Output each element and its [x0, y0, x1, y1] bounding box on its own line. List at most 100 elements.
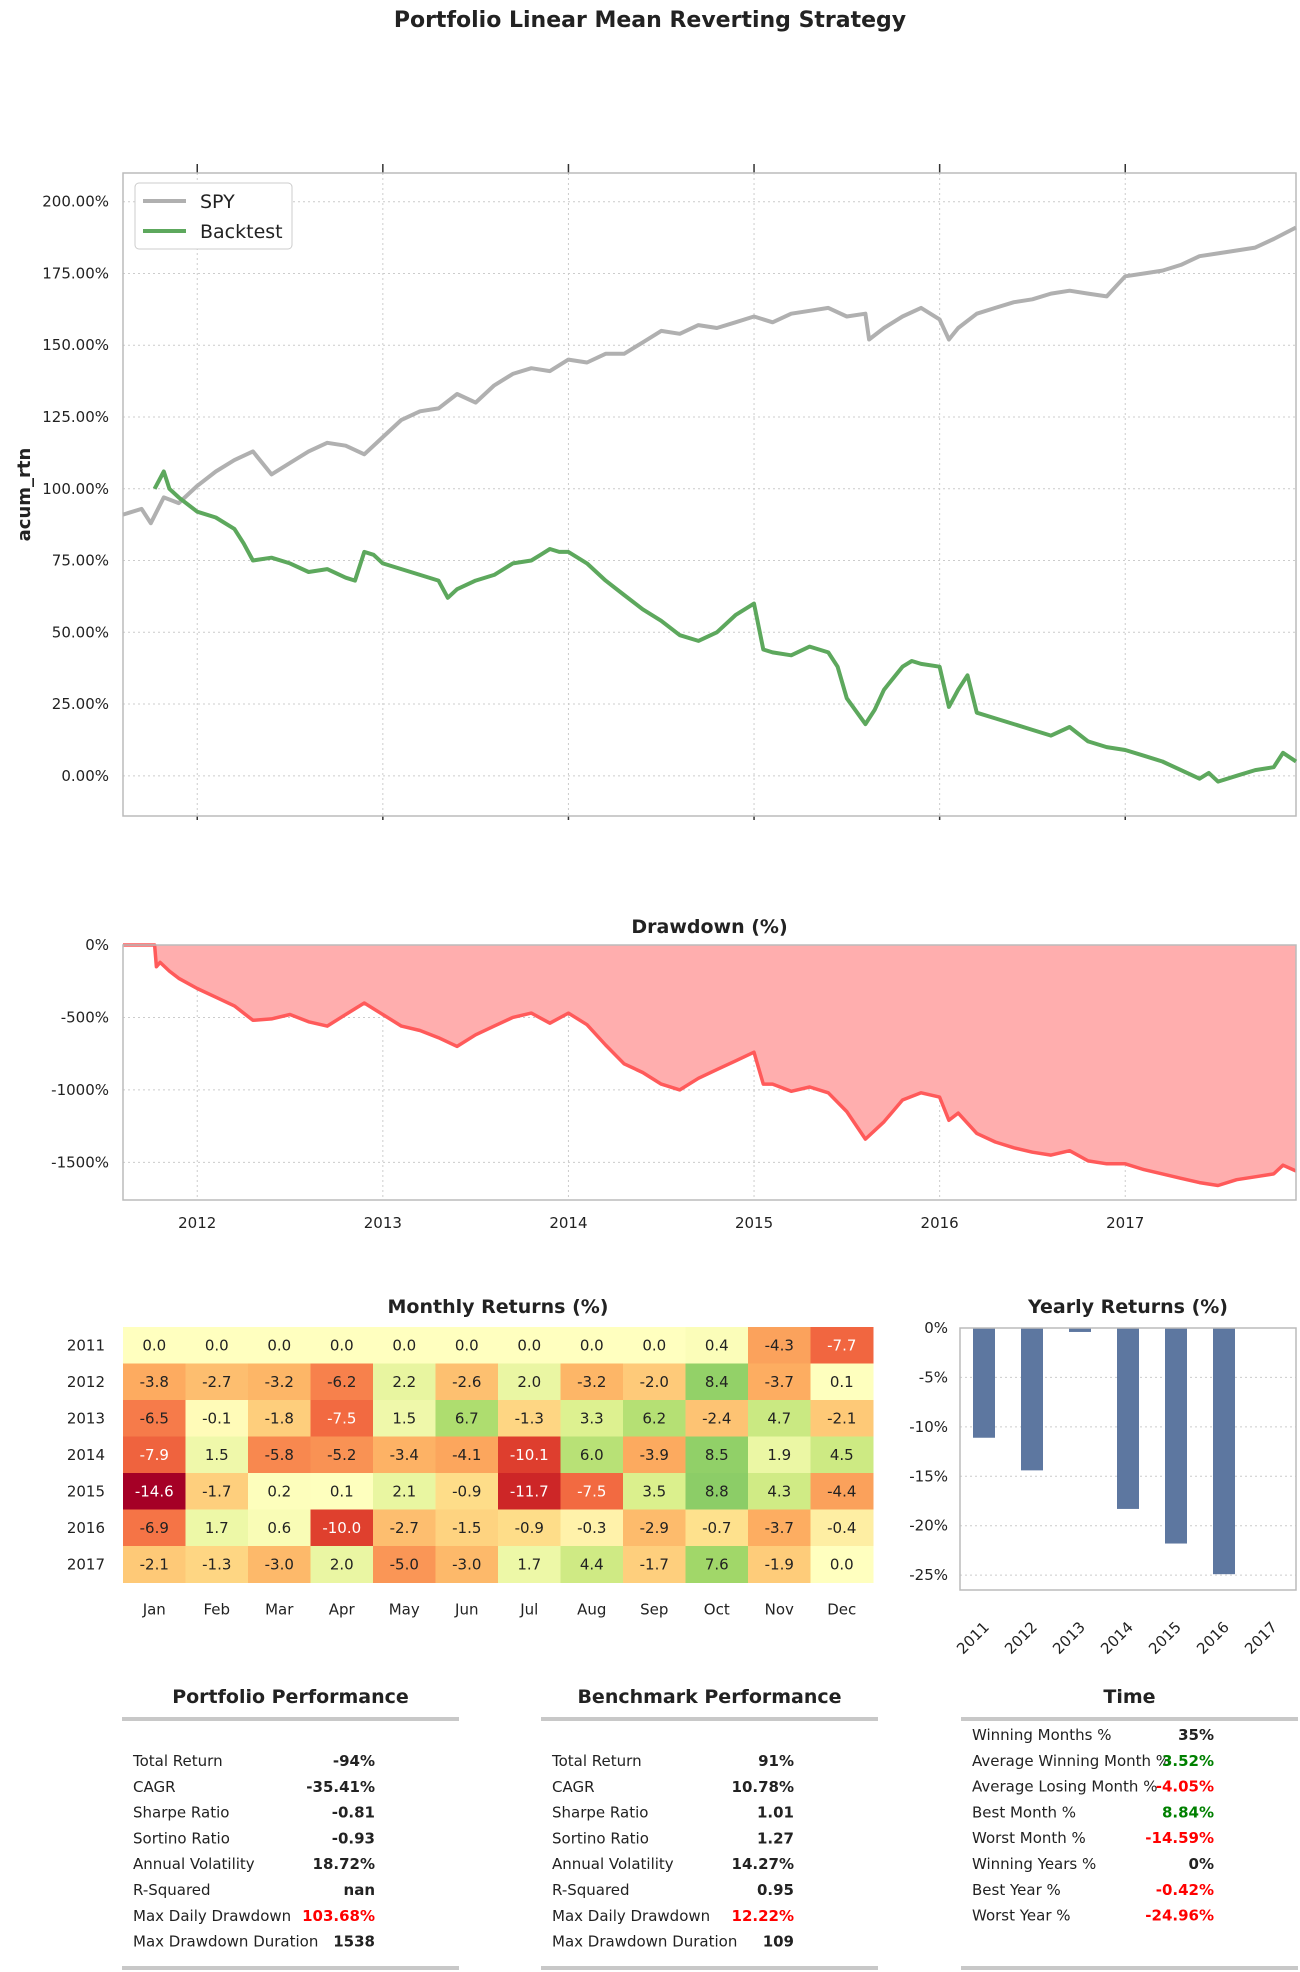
- heatmap-cell-label: 0.0: [455, 1336, 479, 1354]
- heatmap-cell-label: -1.3: [515, 1409, 544, 1427]
- heatmap-cell: [310, 1363, 374, 1401]
- heatmap-cell-label: -4.4: [827, 1482, 856, 1500]
- metric-label: R-Squared: [552, 1881, 630, 1899]
- heatmap-cell: [560, 1363, 624, 1401]
- x-tick-label: 2014: [1097, 1618, 1137, 1658]
- heatmap-cell: [498, 1473, 561, 1510]
- heatmap-cell-label: 1.5: [205, 1446, 229, 1464]
- column-label: Mar: [265, 1601, 294, 1619]
- x-tick-label: 2012: [178, 1214, 216, 1232]
- heatmap-cell: [560, 1546, 624, 1583]
- heatmap-cell: [623, 1436, 686, 1474]
- table-title: Time: [1103, 1686, 1155, 1708]
- heatmap-cell-label: -2.6: [452, 1373, 481, 1391]
- heatmap-cell-label: 2.1: [392, 1482, 416, 1500]
- heatmap-cell-label: -4.3: [765, 1336, 794, 1354]
- metric-label: Winning Years %: [972, 1855, 1096, 1873]
- heatmap-cell-label: -3.7: [765, 1373, 794, 1391]
- heatmap-cell: [435, 1509, 499, 1547]
- heatmap-cell: [123, 1509, 186, 1547]
- metric-label: Best Month %: [972, 1803, 1076, 1821]
- heatmap-cell-label: 3.3: [580, 1409, 604, 1427]
- x-tick-label: 2017: [1241, 1618, 1281, 1658]
- metric-label: Sortino Ratio: [552, 1829, 649, 1847]
- heatmap-cell-label: 0.1: [330, 1482, 354, 1500]
- heatmap-cell: [373, 1546, 436, 1583]
- heatmap-cell-label: 1.7: [517, 1555, 541, 1573]
- heatmap-cell: [373, 1363, 436, 1401]
- heatmap-cell: [185, 1436, 249, 1474]
- heatmap-cell-label: 7.6: [705, 1555, 729, 1573]
- column-label: Jan: [142, 1601, 166, 1619]
- metric-value: 1.01: [757, 1804, 794, 1822]
- y-tick-label: 125.00%: [42, 408, 109, 426]
- column-label: Oct: [704, 1601, 730, 1619]
- metric-value: 109: [763, 1933, 794, 1951]
- heatmap-cell-label: -3.0: [452, 1555, 481, 1573]
- y-tick-label: -10%: [909, 1418, 948, 1436]
- heatmap-cell-label: -4.1: [452, 1446, 481, 1464]
- metric-value: nan: [344, 1881, 375, 1899]
- metric-label: Best Year %: [972, 1881, 1061, 1899]
- heatmap-cell-label: 0.6: [267, 1519, 291, 1537]
- heatmap-cell: [748, 1400, 811, 1437]
- heatmap-cell: [810, 1509, 874, 1547]
- yearly-returns-chart: Yearly Returns (%) 0% -5% -10% -15% -20% -25% 2…: [909, 1296, 1297, 1658]
- metric-value: 1538: [333, 1933, 375, 1951]
- heatmap-cell-label: -1.7: [640, 1555, 669, 1573]
- heatmap-cell: [685, 1546, 749, 1583]
- heatmap-cell: [623, 1327, 686, 1364]
- y-tick-label: 0.00%: [61, 767, 109, 785]
- heatmap-cell-label: -0.4: [827, 1519, 856, 1537]
- metric-value: -35.41%: [306, 1778, 375, 1796]
- heatmap-cell: [748, 1436, 811, 1474]
- heatmap-cell-label: 1.9: [767, 1446, 791, 1464]
- heatmap-cell: [623, 1363, 686, 1401]
- heatmap-cell-label: 8.5: [705, 1446, 729, 1464]
- heatmap-cell-label: 0.0: [205, 1336, 229, 1354]
- heatmap-cell: [248, 1473, 311, 1510]
- x-tick-label: 2015: [735, 1214, 773, 1232]
- metric-value: -0.93: [332, 1829, 375, 1847]
- heatmap-cell-label: 0.0: [267, 1336, 291, 1354]
- heatmap-cell-label: -3.2: [265, 1373, 294, 1391]
- y-tick-label: 175.00%: [42, 264, 109, 282]
- heatmap-cell-label: 2.0: [330, 1555, 354, 1573]
- heatmap-cell: [685, 1473, 749, 1510]
- plot-frame: [959, 1327, 1297, 1591]
- heatmap-cell: [310, 1473, 374, 1510]
- monthly-returns-heatmap: Monthly Returns (%) 2011 0.0 0.0 0.0 0.0 0.0 0.…: [67, 1296, 874, 1619]
- metric-value: 10.78%: [732, 1778, 794, 1796]
- heatmap-cell-label: 0.0: [330, 1336, 354, 1354]
- drawdown-chart: Drawdown (%) 0% -500% -1000% -1500% 2012 2013 2…: [51, 916, 1297, 1232]
- heatmap-cell: [748, 1546, 811, 1583]
- heatmap-cell: [748, 1509, 811, 1547]
- heatmap-cell-label: -3.9: [640, 1446, 669, 1464]
- heatmap-cell-label: -2.4: [702, 1409, 731, 1427]
- metric-label: Annual Volatility: [552, 1855, 674, 1873]
- metric-value: 103.68%: [302, 1907, 375, 1925]
- heatmap-cell-label: -2.7: [390, 1519, 419, 1537]
- metric-value: 14.27%: [732, 1855, 794, 1873]
- heatmap-cell: [810, 1436, 874, 1474]
- heatmap-cell: [435, 1473, 499, 1510]
- metric-value: -0.42%: [1156, 1881, 1214, 1899]
- heatmap-cell-label: -1.8: [265, 1409, 294, 1427]
- metric-value: 0%: [1189, 1855, 1214, 1873]
- heatmap-cell: [123, 1400, 186, 1437]
- heatmap-cell-label: -1.9: [765, 1555, 794, 1573]
- chart-title: Drawdown (%): [631, 916, 787, 938]
- plot-frame: [122, 944, 1297, 1201]
- page-title: Portfolio Linear Mean Reverting Strategy: [393, 8, 907, 33]
- heatmap-cell-label: -3.2: [577, 1373, 606, 1391]
- y-tick-label: -20%: [909, 1517, 948, 1535]
- heatmap-cell-label: -2.1: [140, 1555, 169, 1573]
- yearly-bar: [1213, 1328, 1235, 1575]
- heatmap-cell-label: 0.4: [705, 1336, 729, 1354]
- y-tick-label: 0%: [924, 1319, 948, 1337]
- column-label: May: [389, 1601, 420, 1619]
- heatmap-cell: [685, 1363, 749, 1401]
- metric-label: Annual Volatility: [133, 1855, 255, 1873]
- y-tick-label: 100.00%: [42, 480, 109, 498]
- row-label: 2016: [67, 1519, 105, 1537]
